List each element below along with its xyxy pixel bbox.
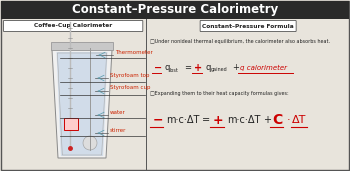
Text: −: − [154, 63, 162, 73]
Text: ΔT: ΔT [292, 115, 307, 125]
Text: Constant–Pressure Formula: Constant–Pressure Formula [202, 23, 294, 29]
Text: stirrer: stirrer [110, 128, 126, 133]
Text: +: + [212, 114, 223, 127]
Text: m·c·ΔT: m·c·ΔT [166, 115, 200, 125]
Text: =: = [184, 63, 191, 73]
FancyBboxPatch shape [4, 21, 143, 31]
Text: gained: gained [210, 68, 227, 73]
Text: C: C [272, 113, 282, 127]
Text: ·: · [286, 115, 290, 125]
Text: q: q [164, 63, 170, 73]
Text: q calorimeter: q calorimeter [240, 65, 287, 71]
Text: □Under nonideal thermal equilibrium, the calorimeter also absorbs heat.: □Under nonideal thermal equilibrium, the… [150, 40, 330, 44]
Text: +: + [263, 115, 271, 125]
Text: □Expanding them to their heat capacity formulas gives:: □Expanding them to their heat capacity f… [150, 90, 289, 95]
Bar [64, 118, 78, 130]
Polygon shape [52, 50, 112, 158]
Text: m·c·ΔT: m·c·ΔT [227, 115, 261, 125]
Text: Styrofoam cup: Styrofoam cup [110, 86, 150, 90]
Text: Thermometer: Thermometer [115, 49, 153, 55]
Text: Coffee-Cup Calorimeter: Coffee-Cup Calorimeter [34, 23, 112, 29]
Circle shape [83, 136, 97, 150]
Text: Constant–Pressure Calorimetry: Constant–Pressure Calorimetry [72, 3, 278, 16]
Text: q: q [205, 63, 211, 73]
Text: lost: lost [169, 68, 178, 73]
Bar [51, 42, 113, 50]
Text: +: + [232, 63, 239, 73]
Text: =: = [202, 115, 210, 125]
Text: Styrofoam top: Styrofoam top [110, 73, 149, 77]
Text: −: − [152, 114, 163, 127]
Polygon shape [56, 52, 107, 156]
Text: +: + [194, 63, 202, 73]
Bar [1, 1, 349, 19]
FancyBboxPatch shape [200, 21, 296, 31]
Text: water: water [110, 109, 126, 115]
